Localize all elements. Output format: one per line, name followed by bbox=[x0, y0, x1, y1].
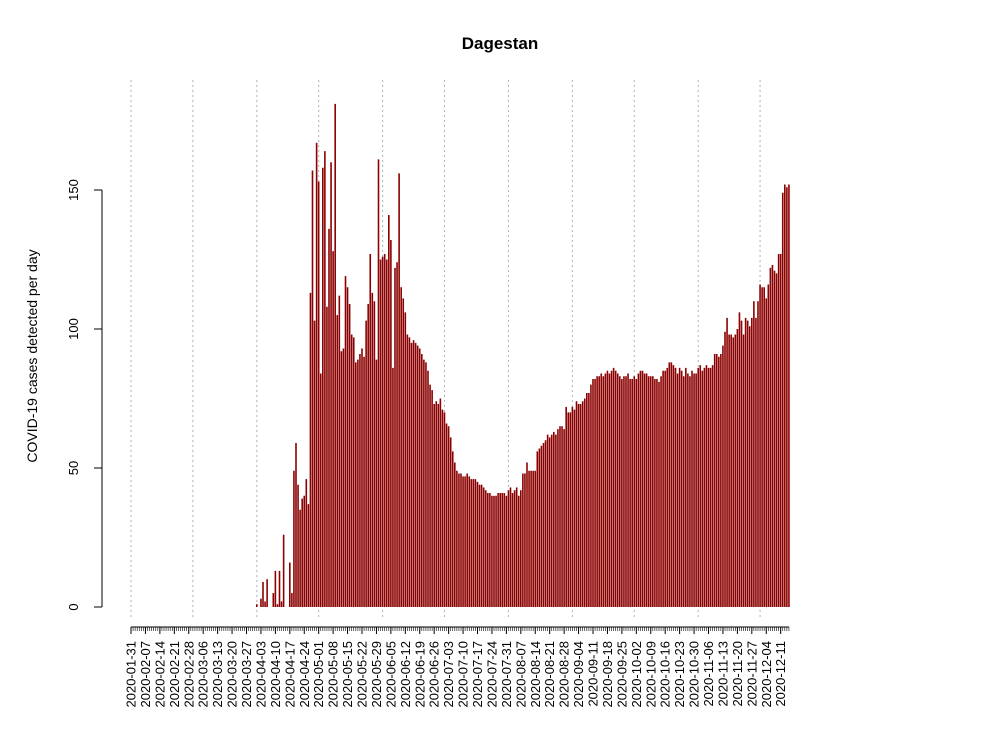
x-tick-label: 2020-03-27 bbox=[239, 641, 254, 708]
x-tick-label: 2020-03-06 bbox=[196, 641, 211, 708]
x-tick-label: 2020-06-19 bbox=[412, 641, 427, 708]
chart-title: Dagestan bbox=[462, 34, 539, 53]
x-tick-label: 2020-12-04 bbox=[759, 641, 774, 708]
x-tick-label: 2020-10-16 bbox=[658, 641, 673, 708]
x-tick-label: 2020-05-15 bbox=[340, 641, 355, 708]
x-tick-label: 2020-02-07 bbox=[138, 641, 153, 708]
x-tick-label: 2020-09-11 bbox=[586, 641, 601, 707]
x-tick-label: 2020-04-17 bbox=[282, 641, 297, 708]
x-tick-label: 2020-05-08 bbox=[326, 641, 341, 708]
x-tick-label: 2020-08-21 bbox=[542, 641, 557, 708]
x-tick-label: 2020-05-01 bbox=[311, 641, 326, 708]
x-tick-label: 2020-02-28 bbox=[181, 641, 196, 708]
x-tick-label: 2020-03-20 bbox=[225, 641, 240, 708]
x-tick-label: 2020-06-05 bbox=[383, 641, 398, 708]
x-tick-label: 2020-07-17 bbox=[470, 641, 485, 708]
x-tick-label: 2020-06-12 bbox=[398, 641, 413, 708]
x-tick-label: 2020-08-28 bbox=[557, 641, 572, 708]
x-tick-label: 2020-10-09 bbox=[643, 641, 658, 708]
y-tick-label: 100 bbox=[66, 318, 81, 340]
x-tick-label: 2020-04-03 bbox=[253, 641, 268, 708]
x-tick-label: 2020-11-06 bbox=[701, 641, 716, 707]
x-tick-label: 2020-10-30 bbox=[687, 641, 702, 708]
x-tick-label: 2020-04-10 bbox=[268, 641, 283, 708]
x-tick-label: 2020-07-10 bbox=[456, 641, 471, 708]
x-tick-label: 2020-09-25 bbox=[614, 641, 629, 708]
x-tick-label: 2020-08-14 bbox=[528, 641, 543, 708]
y-tick-label: 50 bbox=[66, 461, 81, 475]
x-tick-label: 2020-12-11 bbox=[773, 641, 788, 707]
x-axis: 2020-01-31 2020-02-07 2020-02-14 2020-02-21… bbox=[124, 626, 790, 708]
x-tick-label: 2020-07-31 bbox=[499, 641, 514, 708]
x-tick-label: 2020-07-24 bbox=[484, 641, 499, 708]
x-tick-label: 2020-11-20 bbox=[730, 641, 745, 707]
x-tick-label: 2020-09-18 bbox=[600, 641, 615, 708]
x-tick-label: 2020-05-29 bbox=[369, 641, 384, 708]
x-tick-label: 2020-08-07 bbox=[513, 641, 528, 708]
x-tick-label: 2020-06-26 bbox=[427, 641, 442, 708]
x-tick-label: 2020-01-31 bbox=[124, 641, 139, 708]
x-tick-label: 2020-09-04 bbox=[571, 641, 586, 708]
x-tick-label: 2020-10-23 bbox=[672, 641, 687, 708]
x-tick-label: 2020-02-21 bbox=[167, 641, 182, 708]
x-tick-label: 2020-05-22 bbox=[355, 641, 370, 708]
x-tick-label: 2020-04-24 bbox=[297, 641, 312, 708]
x-tick-label: 2020-11-13 bbox=[715, 641, 730, 707]
y-axis: 0 50 100 150 bbox=[66, 179, 103, 611]
x-tick-label: 2020-03-13 bbox=[210, 641, 225, 708]
x-tick-label: 2020-11-27 bbox=[744, 641, 759, 707]
x-tick-label: 2020-02-14 bbox=[152, 641, 167, 708]
y-tick-label: 150 bbox=[66, 179, 81, 201]
bars bbox=[256, 103, 790, 607]
x-tick-label: 2020-10-02 bbox=[629, 641, 644, 708]
y-axis-label: COVID-19 cases detected per day bbox=[24, 249, 40, 462]
x-tick-label: 2020-07-03 bbox=[441, 641, 456, 708]
y-tick-label: 0 bbox=[66, 603, 81, 610]
